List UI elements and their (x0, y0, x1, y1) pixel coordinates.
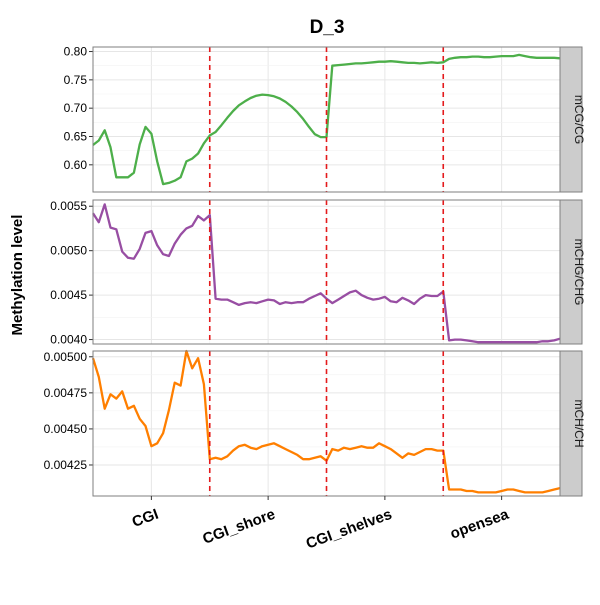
facet-panel: 0.0040 0.0045 0.0050 0.0055 mCHG/CHG (50, 199, 586, 346)
y-tick-label: 0.80 (64, 45, 88, 59)
y-tick-label: 0.00500 (44, 350, 88, 364)
y-axis: 0.60 0.65 0.70 0.75 0.80 (64, 45, 93, 172)
y-axis: 0.0040 0.0045 0.0050 0.0055 (50, 199, 93, 347)
facet-strip-label: mCH/CH (572, 400, 586, 448)
facet-strip (559, 350, 583, 497)
y-tick-label: 0.0045 (50, 288, 87, 302)
y-tick-label: 0.65 (64, 129, 88, 143)
facet-strip (559, 46, 583, 193)
y-tick-label: 0.0055 (50, 199, 87, 213)
facet-strip-label: mCHG/CHG (572, 239, 586, 306)
y-tick-label: 0.00425 (44, 458, 88, 472)
y-tick-label: 0.0050 (50, 244, 87, 258)
y-axis: 0.00425 0.00450 0.00475 0.00500 (44, 350, 93, 472)
y-tick-label: 0.70 (64, 101, 88, 115)
facet-panels: 0.600.650.700.750.80mCG/CG0.00400.00450.… (44, 45, 586, 497)
facet-panel: 0.00425 0.00450 0.00475 0.00500 mCH/CH (44, 350, 586, 497)
facet-strip (559, 199, 583, 345)
facet-panel: 0.60 0.65 0.70 0.75 0.80 mCG/CG (64, 45, 586, 193)
y-tick-label: 0.00475 (44, 386, 88, 400)
y-tick-label: 0.60 (64, 158, 88, 172)
y-tick-label: 0.75 (64, 73, 88, 87)
y-tick-label: 0.00450 (44, 422, 88, 436)
series-line (92, 203, 561, 344)
facet-strip-label: mCG/CG (572, 95, 586, 144)
chart-title: D_3 (310, 17, 345, 38)
y-tick-label: 0.0040 (50, 333, 87, 347)
y-axis-label: Methylation level (9, 215, 26, 336)
